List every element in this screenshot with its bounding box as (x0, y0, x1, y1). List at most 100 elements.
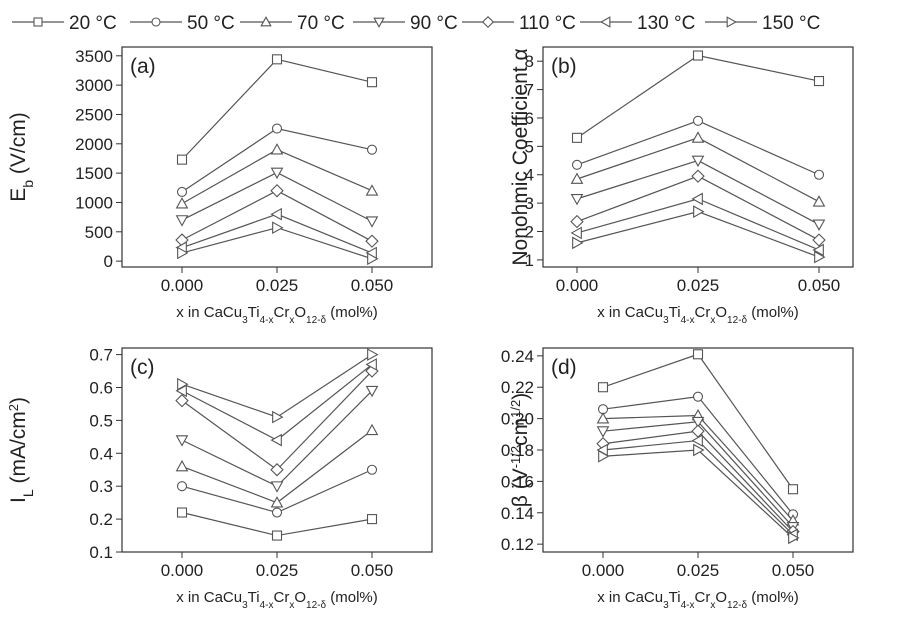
data-point (176, 507, 188, 518)
y-tick-label: 0.7 (89, 346, 113, 365)
legend-marker-triangle-right (726, 16, 737, 28)
plot-frame (121, 46, 433, 268)
data-point (365, 423, 379, 436)
x-axis-label: x in CaCu3Ti4-xCrxO12-δ (mol%) (597, 589, 798, 611)
series-110C (570, 169, 826, 247)
data-point (270, 184, 284, 198)
y-tick-label: 0.16 (501, 472, 534, 491)
y-tick-label: 4 (525, 166, 534, 185)
series-50C (176, 123, 378, 197)
y-tick-label: 1500 (75, 164, 113, 183)
y-tick-label: 0.12 (501, 535, 534, 554)
panel-label: (c) (130, 356, 155, 379)
data-point (787, 484, 799, 495)
legend-label: 50 °C (187, 13, 235, 34)
data-point (570, 214, 584, 229)
legend-label: 20 °C (69, 13, 117, 34)
panel-b: 1 2 3 4 5 6 7 8 0.000 0.025 0.050 (b) x in CaCu3Ti4-… (509, 46, 854, 326)
x-tick-label: 0.000 (161, 561, 204, 580)
x-tick-label: 0.050 (772, 561, 815, 580)
x-axis-label: x in CaCu3Ti4-xCrxO12-δ (mol%) (176, 589, 377, 611)
y-axis-label: IL (mA/cm2) (6, 397, 37, 503)
data-point (270, 433, 282, 447)
legend-item: 90 °C (353, 13, 458, 34)
data-point (570, 194, 584, 206)
data-point (367, 348, 379, 361)
series-line (181, 363, 373, 441)
data-point (691, 192, 703, 206)
data-point (176, 154, 188, 165)
panel-d: 0.12 0.14 0.16 0.18 0.20 0.22 0.24 0.000 0.025 0.… (501, 347, 854, 611)
data-point (812, 195, 826, 207)
y-tick-label: 0.6 (89, 378, 113, 397)
series-90C (175, 167, 379, 228)
series-line (602, 449, 794, 539)
x-axis-label: x in CaCu3Ti4-xCrxO12-δ (mol%) (176, 304, 377, 326)
data-point (813, 76, 825, 87)
data-point (570, 172, 584, 184)
y-tick-label: 500 (85, 223, 113, 242)
legend-marker-square (33, 17, 43, 27)
data-point (175, 197, 189, 209)
y-tick-label: 0.5 (89, 411, 113, 430)
data-point (692, 115, 704, 126)
legend-item: 70 °C (240, 13, 345, 34)
series-110C (175, 364, 379, 477)
data-point (596, 426, 610, 438)
data-point (365, 184, 379, 196)
series-150C (177, 348, 379, 424)
series-20C (176, 507, 378, 541)
y-tick-label: 2500 (75, 105, 113, 124)
data-point (813, 169, 825, 180)
data-point (271, 123, 283, 134)
data-point (270, 207, 282, 221)
data-point (788, 531, 800, 545)
x-tick-label: 0.050 (351, 276, 394, 295)
series-line (181, 227, 373, 260)
data-point (596, 412, 610, 424)
y-tick-label: 0.4 (89, 444, 113, 463)
series-line (576, 198, 820, 251)
y-tick-label: 2000 (75, 135, 113, 154)
y-tick-label: 0.18 (501, 441, 534, 460)
legend-marker-triangle-down (373, 17, 385, 28)
series-line (181, 127, 373, 193)
data-point (367, 252, 379, 266)
x-tick-label: 0.000 (582, 561, 625, 580)
data-point (598, 449, 610, 463)
series-20C (597, 349, 799, 495)
x-axis-label: x in CaCu3Ti4-xCrxO12-δ (mol%) (597, 304, 798, 326)
data-point (366, 77, 378, 88)
panel-c: 0.1 0.2 0.3 0.4 0.5 0.6 0.7 0.000 0.025 0.050 (c) x… (6, 346, 433, 611)
data-point (176, 481, 188, 492)
series-70C (570, 131, 826, 207)
legend-item: 110 °C (462, 13, 576, 34)
data-point (365, 358, 377, 371)
data-point (272, 410, 284, 424)
legend-label: 110 °C (519, 13, 576, 34)
data-point (570, 226, 582, 240)
series-110C (175, 184, 379, 248)
series-90C (596, 416, 800, 534)
data-point (692, 50, 704, 61)
data-point (692, 349, 704, 360)
legend-marker-circle (151, 17, 161, 27)
plot-frame (121, 347, 433, 553)
panel-label: (a) (130, 55, 156, 78)
data-point (597, 382, 609, 393)
y-tick-label: 0.1 (89, 543, 113, 562)
data-point (366, 514, 378, 525)
panel-label: (b) (551, 55, 577, 78)
data-point (270, 143, 284, 155)
data-point (571, 159, 583, 170)
series-line (602, 430, 794, 533)
data-point (175, 435, 189, 447)
series-20C (176, 54, 378, 165)
legend-item: 50 °C (130, 13, 235, 34)
series-70C (175, 143, 379, 209)
data-point (691, 434, 703, 447)
series-line (181, 213, 373, 254)
x-tick-label: 0.025 (256, 561, 299, 580)
series-90C (570, 155, 826, 231)
